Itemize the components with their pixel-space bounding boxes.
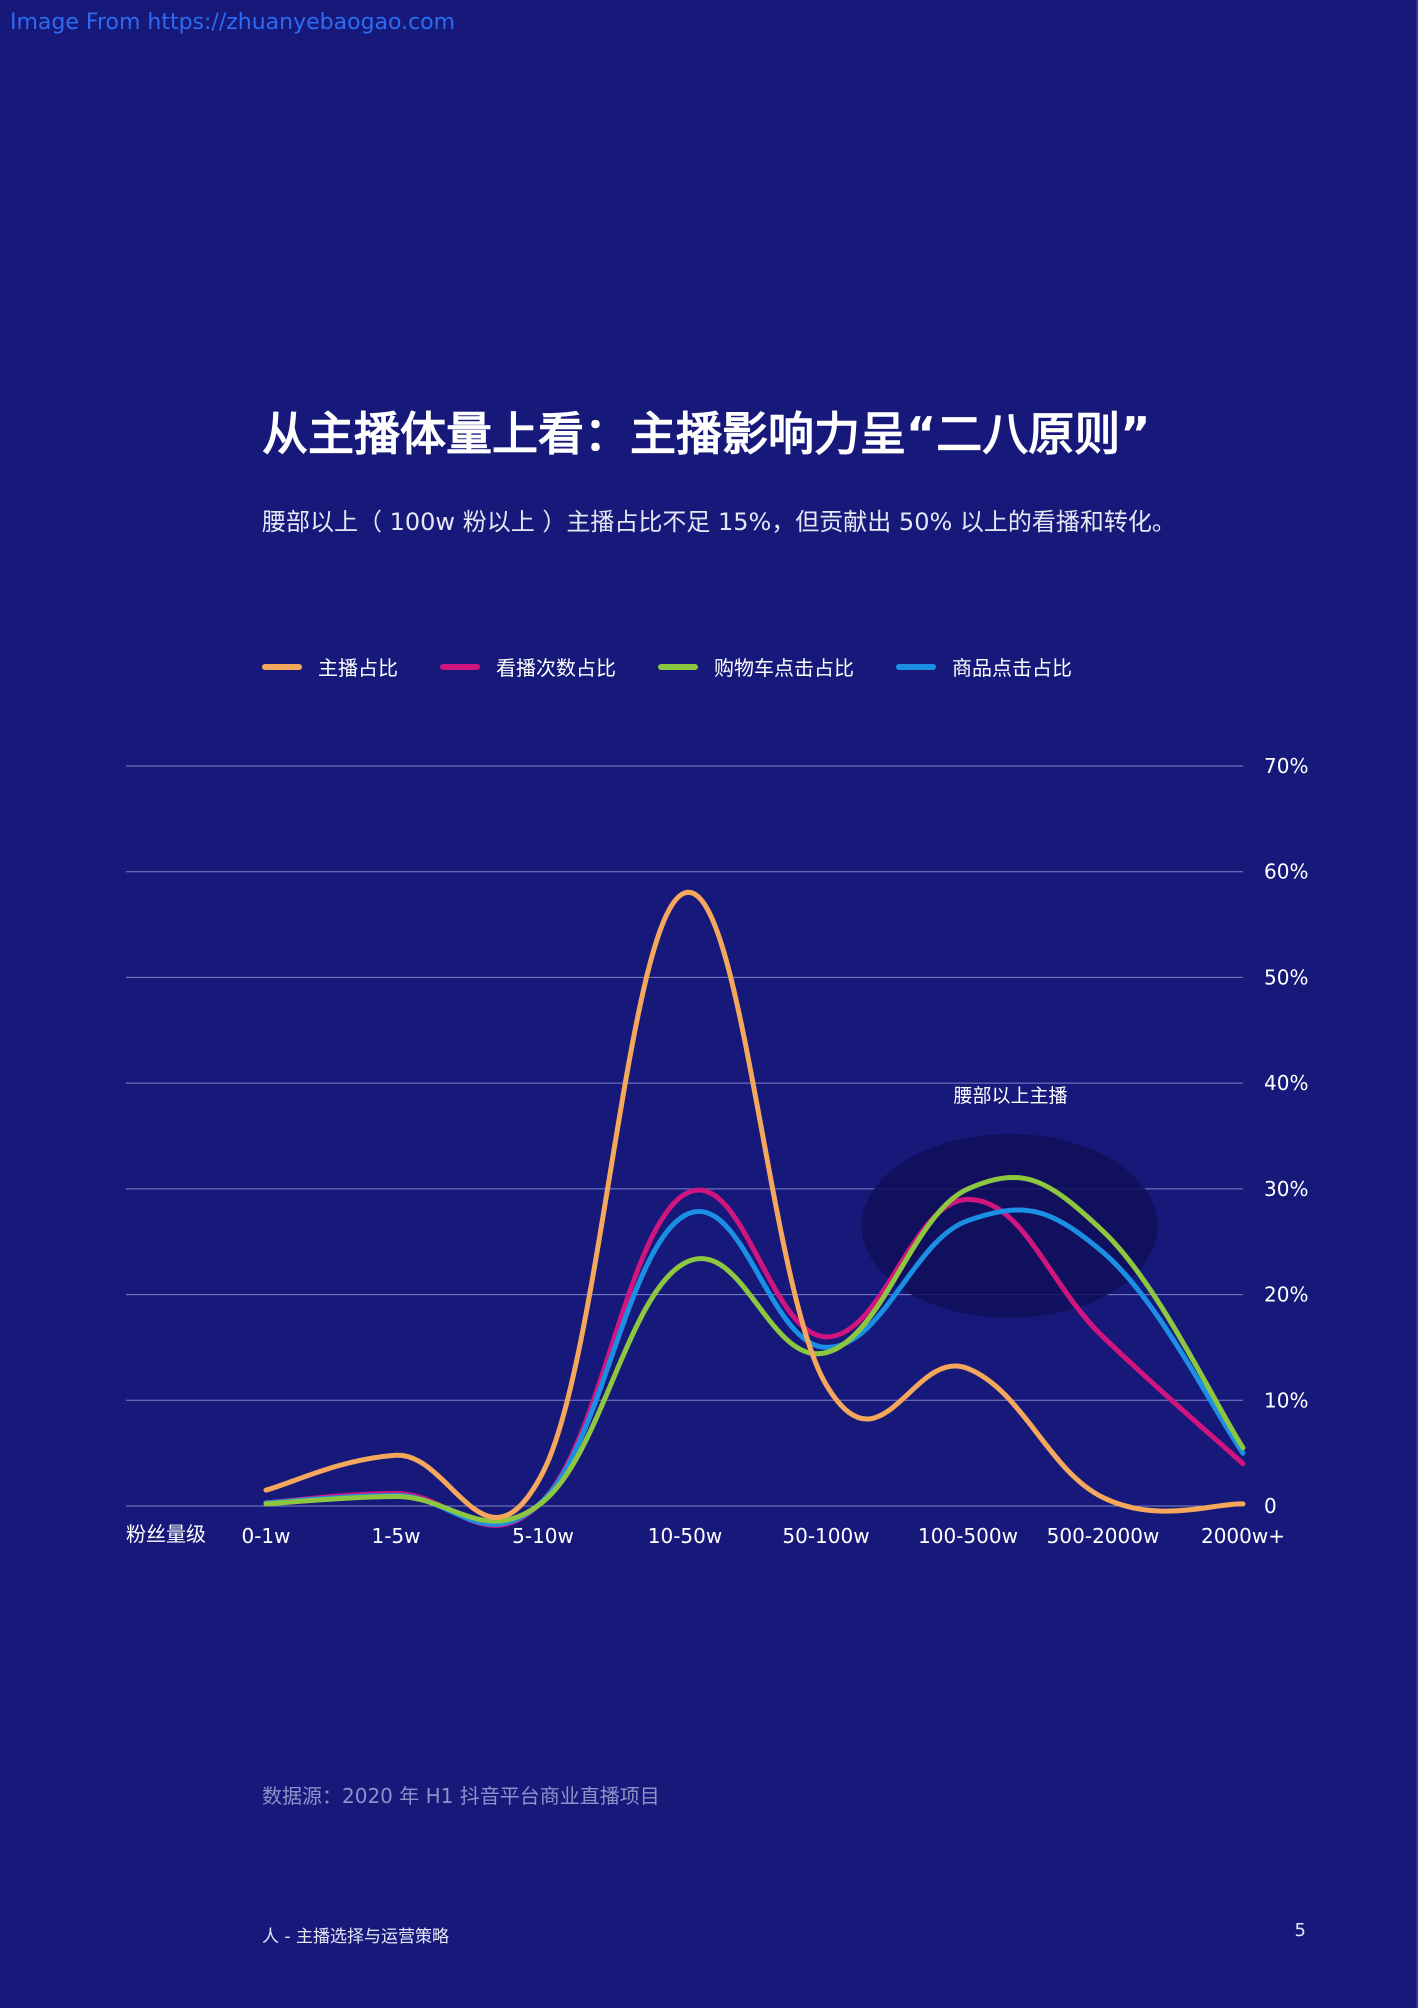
legend-item-view-share: 看播次数占比: [440, 652, 616, 681]
page-title: 从主播体量上看：主播影响力呈“二八原则”: [262, 407, 1151, 461]
page-subtitle: 腰部以上（ 100w 粉以上 ）主播占比不足 15%，但贡献出 50% 以上的看…: [262, 508, 1176, 536]
x-tick-label: 0-1w: [241, 1524, 290, 1548]
page-edge-stripe: [1416, 0, 1418, 2008]
annotation-label: 腰部以上主播: [953, 1085, 1067, 1107]
y-tick-label: 40%: [1264, 1071, 1308, 1095]
x-tick-label: 2000w+: [1201, 1524, 1285, 1548]
page-number: 5: [1294, 1920, 1306, 1941]
legend-item-product-click-share: 商品点击占比: [896, 652, 1072, 681]
x-tick-label: 1-5w: [371, 1524, 420, 1548]
legend-swatch: [262, 663, 302, 670]
legend-swatch: [440, 663, 480, 670]
x-axis-title: 粉丝量级: [126, 1522, 206, 1546]
y-tick-label: 50%: [1264, 965, 1308, 989]
x-tick-label: 100-500w: [918, 1524, 1018, 1548]
watermark-text: Image From https://zhuanyebaogao.com: [10, 10, 456, 35]
y-tick-label: 70%: [1264, 754, 1308, 778]
x-tick-label: 500-2000w: [1047, 1524, 1160, 1548]
series-line: [263, 890, 1246, 1520]
y-tick-label: 20%: [1264, 1283, 1308, 1307]
legend-label: 购物车点击占比: [714, 656, 854, 680]
legend-swatch: [658, 663, 698, 670]
legend-swatch: [896, 663, 936, 670]
legend-item-anchor-share: 主播占比: [262, 652, 398, 681]
y-tick-label: 60%: [1264, 860, 1308, 884]
legend-label: 看播次数占比: [496, 656, 616, 680]
footer-section-label: 人 - 主播选择与运营策略: [262, 1927, 449, 1947]
chart-legend: 主播占比 看播次数占比 购物车点击占比 商品点击占比: [262, 652, 1114, 681]
x-tick-label: 10-50w: [648, 1524, 722, 1548]
legend-label: 主播占比: [318, 656, 398, 680]
y-tick-label: 10%: [1264, 1388, 1308, 1412]
data-source-note: 数据源：2020 年 H1 抖音平台商业直播项目: [262, 1784, 660, 1808]
highlight-ellipse: [861, 1133, 1158, 1318]
x-tick-label: 50-100w: [782, 1524, 869, 1548]
legend-label: 商品点击占比: [952, 656, 1072, 680]
y-tick-label: 0: [1264, 1494, 1277, 1518]
y-tick-label: 30%: [1264, 1177, 1308, 1201]
series-line: [263, 1174, 1246, 1524]
legend-item-cart-click-share: 购物车点击占比: [658, 652, 854, 681]
x-tick-label: 5-10w: [512, 1524, 574, 1548]
